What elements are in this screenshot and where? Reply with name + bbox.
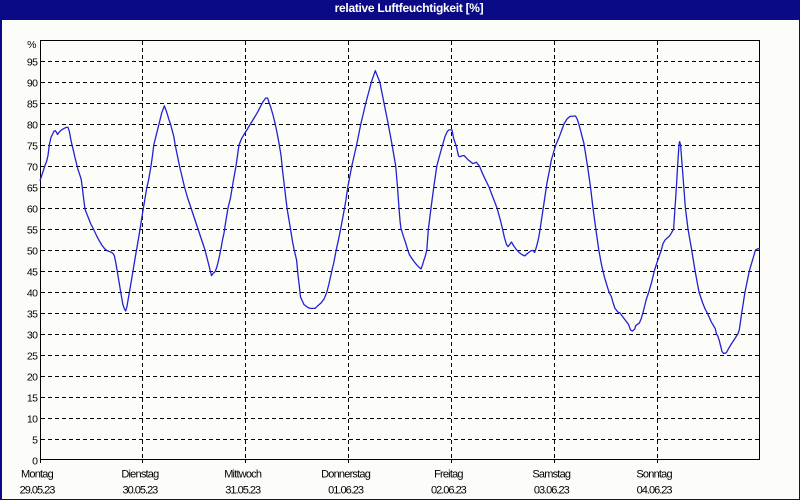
svg-text:10: 10 bbox=[27, 414, 38, 426]
svg-text:02.06.23: 02.06.23 bbox=[431, 485, 467, 497]
svg-text:Sonntag: Sonntag bbox=[636, 469, 672, 481]
svg-text:0: 0 bbox=[32, 456, 38, 468]
svg-text:50: 50 bbox=[27, 246, 38, 258]
svg-text:70: 70 bbox=[27, 162, 38, 174]
svg-text:75: 75 bbox=[27, 141, 38, 153]
svg-text:20: 20 bbox=[27, 372, 38, 384]
svg-text:Donnerstag: Donnerstag bbox=[321, 469, 371, 481]
svg-text:85: 85 bbox=[27, 99, 38, 111]
svg-text:%: % bbox=[27, 39, 36, 51]
svg-text:5: 5 bbox=[32, 435, 38, 447]
svg-text:30: 30 bbox=[27, 330, 38, 342]
svg-text:Mittwoch: Mittwoch bbox=[224, 469, 262, 481]
svg-text:Samstag: Samstag bbox=[532, 469, 570, 481]
svg-text:01.06.23: 01.06.23 bbox=[328, 485, 364, 497]
svg-text:40: 40 bbox=[27, 288, 38, 300]
svg-text:45: 45 bbox=[27, 267, 38, 279]
svg-text:15: 15 bbox=[27, 393, 38, 405]
svg-text:65: 65 bbox=[27, 183, 38, 195]
svg-text:Dienstag: Dienstag bbox=[121, 469, 159, 481]
svg-text:Freitag: Freitag bbox=[434, 469, 463, 481]
svg-text:60: 60 bbox=[27, 204, 38, 216]
svg-text:95: 95 bbox=[27, 57, 38, 69]
svg-text:Montag: Montag bbox=[21, 469, 54, 481]
svg-text:29.05.23: 29.05.23 bbox=[20, 485, 56, 497]
svg-text:55: 55 bbox=[27, 225, 38, 237]
svg-text:25: 25 bbox=[27, 351, 38, 363]
svg-text:30.05.23: 30.05.23 bbox=[122, 485, 158, 497]
svg-text:80: 80 bbox=[27, 120, 38, 132]
svg-text:04.06.23: 04.06.23 bbox=[637, 485, 673, 497]
svg-text:03.06.23: 03.06.23 bbox=[534, 485, 570, 497]
svg-text:35: 35 bbox=[27, 309, 38, 321]
svg-text:90: 90 bbox=[27, 78, 38, 90]
svg-text:31.05.23: 31.05.23 bbox=[225, 485, 261, 497]
